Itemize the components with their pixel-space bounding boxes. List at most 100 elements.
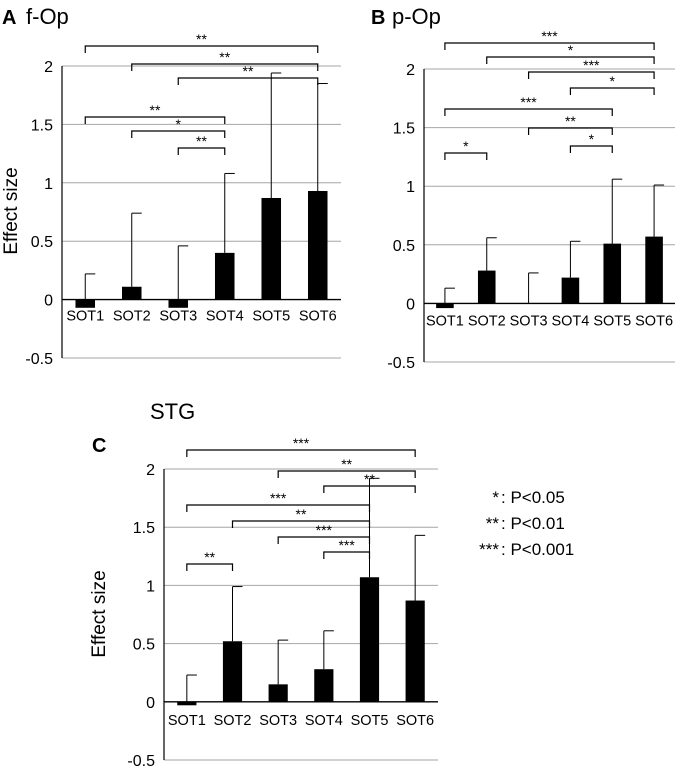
panel-a-ylabel: Effect size [1, 167, 22, 254]
panel-a-title: f-Op [26, 4, 69, 29]
panel-b-bar-sot4 [561, 277, 580, 304]
panel-c-bracket [323, 551, 371, 559]
panel-b-category-label: SOT3 [510, 313, 548, 329]
panel-a-significance-label: ** [150, 102, 161, 118]
panel-b-significance-label: ** [565, 113, 576, 129]
panel-b-bar-sot6 [645, 236, 663, 304]
panel-a-ytick-label: 0.5 [31, 234, 53, 251]
panel-a-ytick-label: -0.5 [25, 351, 53, 368]
panel-b-bracket [569, 145, 613, 153]
panel-a-bar-sot5 [261, 197, 282, 300]
panel-a-bracket [131, 130, 226, 138]
panel-b-significance-label: * [610, 73, 616, 89]
panel-a-category-label: SOT6 [299, 309, 337, 325]
panel-b-bracket [527, 71, 655, 79]
panel-c-category-label: SOT1 [168, 713, 206, 729]
panel-c-significance-label: ** [364, 471, 375, 487]
panel-c: C STG Effect size -0.5 0 0.5 1 1.5 2 SOT1 SOT2 S… [89, 399, 438, 770]
panel-c-ytick-label: 1.5 [133, 520, 155, 537]
panel-b-significance-label: *** [520, 94, 537, 110]
panel-b-category-label: SOT2 [468, 313, 506, 329]
panel-b-significance-label: *** [541, 28, 558, 44]
legend-stars-2: ** [486, 514, 500, 533]
panel-b-ytick-label: 1 [406, 179, 415, 196]
panel-a-category-label: SOT4 [206, 309, 244, 325]
panel-c-bar-sot2 [222, 641, 243, 702]
panel-b-title: p-Op [392, 4, 441, 29]
panel-a-bracket [84, 116, 226, 124]
panel-c-bar-sot4 [314, 669, 334, 702]
panel-c-significance-label: ** [341, 456, 352, 472]
panel-a-ytick-label: 1 [44, 176, 53, 193]
panel-a: A f-Op Effect size -0.5 0 0.5 1 1.5 2 SOT1 SOT2… [1, 4, 341, 368]
panel-c-title: STG [150, 399, 195, 424]
panel-b-ytick-label: 0.5 [393, 238, 415, 255]
panel-b-bar-sot5 [603, 243, 622, 304]
panel-b: B p-Op -0.5 0 0.5 1 1.5 2 SOT1 SOT2 SOT3 SOT4 SOT5… [371, 4, 675, 372]
panel-a-significance-label: ** [243, 63, 254, 79]
panel-a-bracket [177, 77, 319, 85]
panel-b-ytick-label: 1.5 [393, 121, 415, 138]
panel-a-bracket [177, 147, 226, 155]
legend-stars-3: *** [479, 540, 499, 559]
panel-b-significance-label: *** [583, 57, 600, 73]
panel-c-ytick-label: -0.5 [127, 753, 155, 770]
panel-a-category-label: SOT2 [113, 309, 151, 325]
panel-a-significance-label: * [176, 116, 182, 132]
panel-b-bracket [444, 108, 613, 116]
panel-b-bracket [444, 152, 488, 160]
panel-b-ytick-label: 2 [406, 62, 415, 79]
panel-b-bar-sot3 [519, 303, 538, 304]
panel-b-bracket [444, 42, 655, 50]
panel-b-significance-label: * [568, 42, 574, 58]
panel-c-bracket [277, 536, 371, 544]
panel-a-ytick-label: 1.5 [31, 117, 53, 134]
panel-a-bracket [131, 63, 319, 71]
panel-a-bar-sot3 [168, 299, 189, 308]
panel-b-category-label: SOT6 [635, 313, 673, 329]
panel-c-bracket [186, 563, 234, 571]
panel-c-bar-sot6 [405, 600, 425, 702]
panel-a-category-label: SOT5 [252, 309, 290, 325]
panel-a-ytick-label: 2 [44, 59, 53, 76]
legend-text-3: : P<0.001 [501, 540, 574, 559]
panel-c-bar-sot5 [359, 577, 380, 702]
panel-a-significance-label: ** [219, 49, 230, 65]
panel-b-significance-label: * [463, 138, 469, 154]
legend-text-1: : P<0.05 [501, 488, 565, 507]
panel-b-category-label: SOT1 [426, 313, 464, 329]
panel-c-significance-label: *** [293, 435, 310, 451]
panel-c-ytick-label: 2 [146, 462, 155, 479]
panel-c-category-label: SOT2 [214, 713, 252, 729]
panel-b-bar-sot2 [477, 270, 496, 304]
panel-c-bracket [186, 449, 416, 457]
panel-a-bar-sot4 [214, 252, 235, 300]
panel-c-bracket [186, 504, 371, 512]
panel-b-significance-label: * [589, 131, 595, 147]
panel-b-category-label: SOT4 [551, 313, 589, 329]
panel-a-bar-sot1 [75, 299, 96, 308]
panel-a-significance-label: ** [196, 31, 207, 47]
panel-c-significance-label: *** [338, 537, 355, 553]
panel-b-bracket [569, 87, 655, 95]
panel-b-bracket [527, 127, 613, 135]
panel-c-significance-label: ** [204, 549, 215, 565]
panel-c-category-label: SOT5 [351, 713, 389, 729]
panel-c-category-label: SOT6 [396, 713, 434, 729]
panel-a-significance-label: ** [196, 133, 207, 149]
panel-c-bracket [323, 485, 416, 493]
panel-c-bracket [231, 520, 371, 528]
panel-c-ytick-label: 0.5 [133, 637, 155, 654]
panel-c-bar-sot3 [268, 684, 288, 702]
panel-c-significance-label: *** [270, 490, 287, 506]
significance-legend: * : P<0.05 ** : P<0.01 *** : P<0.001 [479, 488, 574, 559]
panel-c-ytick-label: 1 [146, 578, 155, 595]
panel-c-ylabel: Effect size [89, 570, 110, 657]
panel-b-category-label: SOT5 [593, 313, 631, 329]
panel-c-category-label: SOT4 [305, 713, 343, 729]
